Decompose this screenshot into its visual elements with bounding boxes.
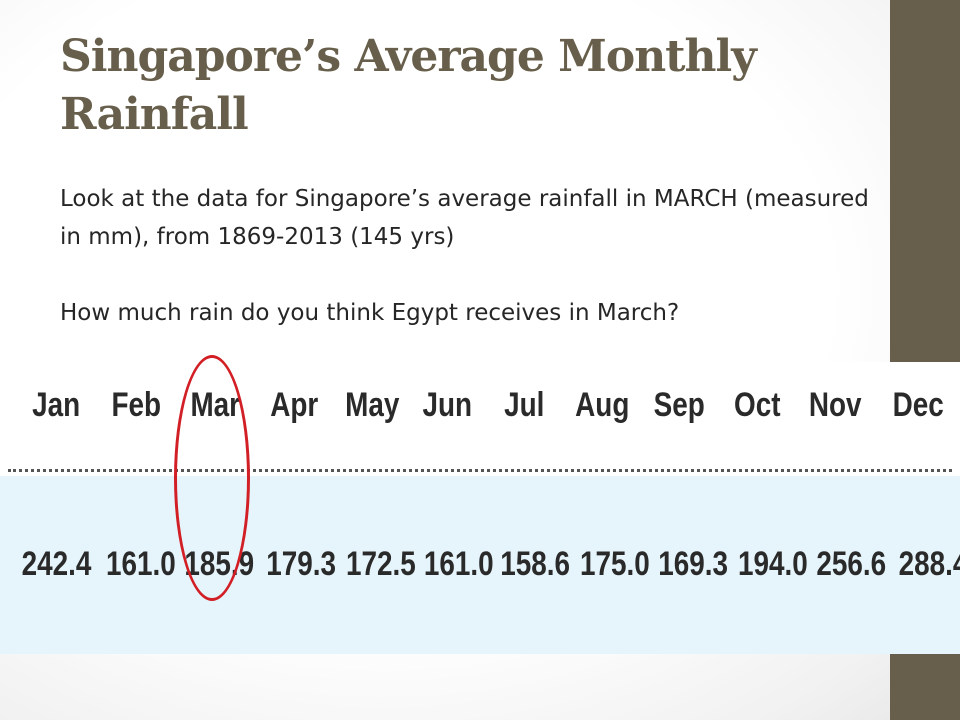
month-header: Apr: [270, 386, 319, 424]
rainfall-value: 158.6: [500, 545, 571, 583]
rainfall-value: 179.3: [266, 545, 337, 583]
rainfall-value: 256.6: [816, 545, 887, 583]
rainfall-value: 161.0: [423, 545, 494, 583]
month-header: Jan: [32, 386, 81, 424]
question-text: How much rain do you think Egypt receive…: [60, 300, 680, 326]
paragraph-spacer: [60, 256, 880, 294]
month-header: Nov: [809, 386, 862, 424]
month-header: Aug: [574, 386, 629, 424]
rainfall-values-band: 242.4 161.0 185.9 179.3 172.5 161.0 158.…: [0, 476, 960, 654]
dotted-divider: [8, 469, 952, 472]
rainfall-value: 242.4: [21, 545, 92, 583]
rainfall-value: 172.5: [346, 545, 416, 583]
rainfall-value-row: 242.4 161.0 185.9 179.3 172.5 161.0 158.…: [0, 534, 960, 594]
rainfall-value: 175.0: [580, 545, 650, 583]
rainfall-value: 169.3: [658, 545, 729, 583]
month-header: May: [345, 386, 400, 424]
month-header: Feb: [111, 386, 162, 424]
rainfall-value: 161.0: [106, 545, 176, 583]
rainfall-table: Jan Feb Mar Apr May Jun Jul Aug Sep Oct …: [0, 355, 960, 654]
month-header-row: Jan Feb Mar Apr May Jun Jul Aug Sep Oct …: [0, 380, 960, 430]
slide-title: Singapore’s Average Monthly Rainfall: [60, 31, 757, 140]
month-header: Jun: [422, 386, 473, 424]
rainfall-value: 194.0: [738, 545, 808, 583]
rainfall-value: 288.4: [898, 545, 960, 583]
rainfall-value: 185.9: [184, 545, 255, 583]
month-header: Sep: [653, 386, 705, 424]
month-header: Dec: [892, 386, 944, 424]
instruction-text: Look at the data for Singapore’s average…: [60, 186, 869, 250]
month-header: Mar: [190, 386, 240, 424]
month-header: Jul: [504, 386, 545, 424]
slide-body: Look at the data for Singapore’s average…: [60, 180, 880, 332]
month-header: Oct: [733, 386, 781, 424]
